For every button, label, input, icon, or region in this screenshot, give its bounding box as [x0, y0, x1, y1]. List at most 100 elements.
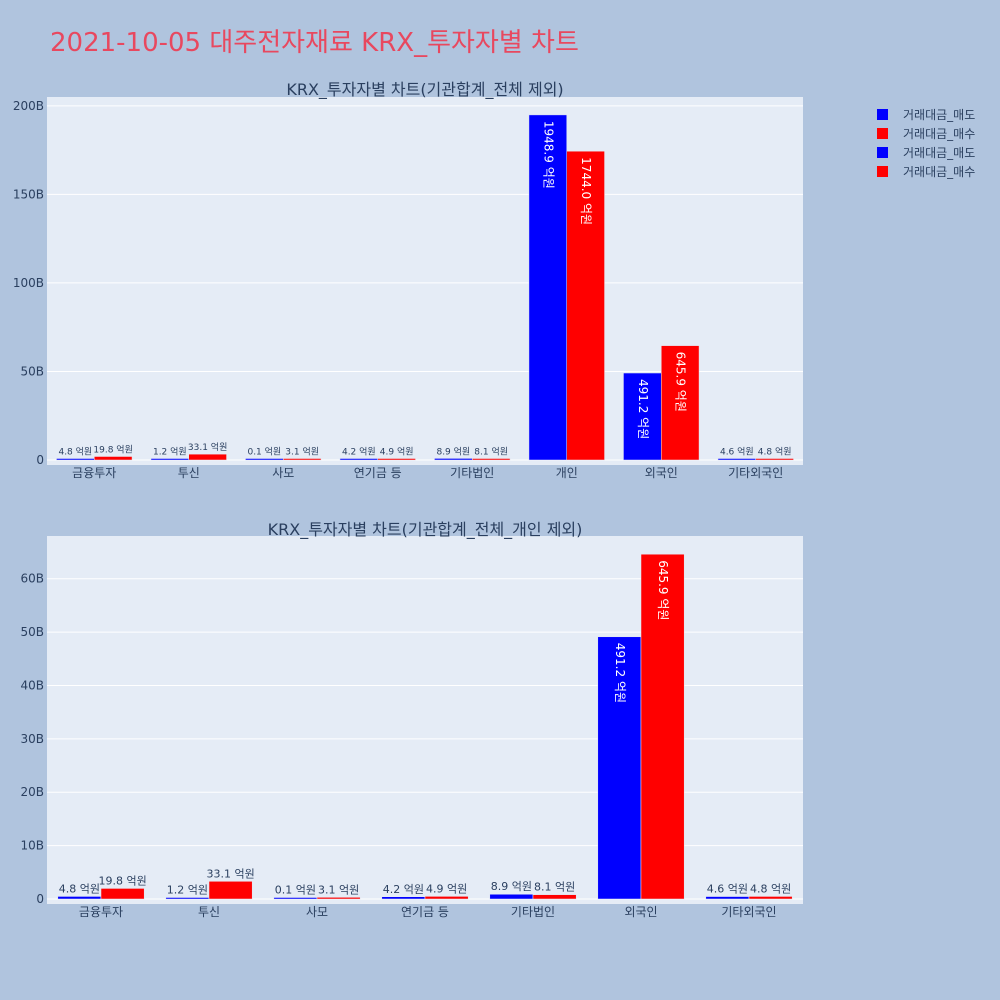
- data-label: 8.9 억원: [491, 880, 532, 893]
- data-label: 1.2 억원: [153, 446, 187, 458]
- bar: [434, 458, 473, 461]
- y-tick-label: 40B: [20, 678, 44, 692]
- bar: [424, 896, 469, 900]
- data-label: 4.8 억원: [59, 882, 100, 895]
- legend-swatch: [877, 147, 888, 158]
- data-label: 645.9 억원: [656, 560, 670, 620]
- bar: [273, 897, 318, 900]
- x-tick-label: 기타법인: [450, 466, 494, 480]
- bar: [339, 458, 379, 461]
- y-tick-label: 150B: [13, 187, 44, 201]
- chart-bottom: 0 10B 20B 30B 40B 50B 60B KRX_투자자별 차트(기관합계_전체_개…: [20, 520, 803, 919]
- data-label: 4.8 억원: [750, 882, 791, 895]
- plot-area: [47, 536, 803, 904]
- data-label: 8.9 억원: [436, 445, 470, 457]
- data-label: 0.1 억원: [275, 884, 316, 897]
- bar: [316, 897, 361, 900]
- bar: [150, 458, 189, 461]
- data-label: 491.2 억원: [613, 643, 627, 703]
- data-label: 3.1 억원: [285, 446, 319, 458]
- legend-label: 거래대금_매수: [903, 165, 975, 179]
- bar: [472, 458, 511, 461]
- data-label: 4.9 억원: [426, 882, 467, 895]
- legend-swatch: [877, 128, 888, 139]
- bar: [381, 896, 426, 900]
- data-label: 3.1 억원: [318, 883, 359, 896]
- data-label: 1948.9 억원: [541, 121, 555, 189]
- data-label: 1744.0 억원: [579, 157, 593, 225]
- bar: [755, 458, 794, 461]
- x-tick-label: 사모: [272, 466, 294, 480]
- x-tick-label: 외국인: [624, 905, 657, 919]
- x-tick-label: 외국인: [645, 466, 678, 480]
- x-tick-label: 연기금 등: [401, 905, 449, 919]
- data-label: 4.8 억원: [758, 446, 792, 458]
- bar: [717, 458, 757, 461]
- bar: [623, 372, 662, 461]
- bar: [377, 458, 416, 461]
- data-label: 33.1 억원: [206, 867, 254, 880]
- page-title: 2021-10-05 대주전자재료 KRX_투자자별 차트: [50, 28, 579, 58]
- bar: [94, 456, 133, 461]
- data-label: 4.2 억원: [342, 446, 376, 458]
- bar: [489, 893, 534, 900]
- bar: [188, 453, 227, 461]
- x-tick-label: 기타외국인: [728, 466, 783, 480]
- data-label: 4.2 억원: [383, 883, 424, 896]
- y-tick-label: 10B: [20, 839, 44, 853]
- x-tick-label: 투신: [178, 466, 200, 480]
- chart-title: KRX_투자자별 차트(기관합계_전체 제외): [286, 80, 563, 100]
- bar: [748, 896, 793, 900]
- y-tick-label: 60B: [20, 572, 44, 586]
- y-tick-label: 0: [36, 892, 44, 906]
- data-label: 0.1 억원: [247, 446, 281, 458]
- data-label: 19.8 억원: [98, 874, 146, 887]
- x-tick-label: 개인: [556, 466, 578, 480]
- y-tick-label: 100B: [13, 276, 44, 290]
- bar: [100, 888, 145, 900]
- data-label: 8.1 억원: [534, 881, 575, 894]
- bar: [640, 553, 685, 900]
- bar: [528, 114, 568, 461]
- legend-label: 거래대금_매도: [903, 146, 975, 160]
- data-label: 4.9 억원: [380, 446, 414, 458]
- chart-top: 0 50B 100B 150B 200B KRX_투자자별 차트(기관합계_전체 제외) 금…: [13, 80, 803, 480]
- bar: [56, 458, 95, 461]
- legend-swatch: [877, 166, 888, 177]
- y-tick-label: 30B: [20, 732, 44, 746]
- data-label: 19.8 억원: [93, 443, 132, 455]
- x-tick-label: 사모: [306, 905, 328, 919]
- y-tick-label: 200B: [13, 99, 44, 113]
- y-tick-label: 20B: [20, 785, 44, 799]
- bar: [532, 894, 577, 900]
- legend-swatch: [877, 109, 888, 120]
- data-label: 645.9 억원: [674, 352, 688, 412]
- bar: [566, 150, 605, 461]
- legend-label: 거래대금_매도: [903, 108, 975, 122]
- bar: [165, 897, 210, 900]
- x-tick-label: 투신: [198, 905, 220, 919]
- data-label: 33.1 억원: [188, 441, 227, 453]
- bar: [661, 345, 700, 461]
- bar: [283, 458, 322, 461]
- data-label: 8.1 억원: [474, 446, 508, 458]
- x-tick-label: 기타법인: [511, 905, 555, 919]
- bar: [57, 896, 102, 900]
- x-tick-label: 기타외국인: [721, 905, 776, 919]
- bar: [208, 881, 253, 900]
- data-label: 4.6 억원: [707, 883, 748, 896]
- x-tick-label: 금융투자: [72, 466, 116, 480]
- y-tick-label: 50B: [20, 364, 44, 378]
- x-tick-label: 연기금 등: [354, 466, 402, 480]
- legend-label: 거래대금_매수: [903, 127, 975, 141]
- y-tick-label: 50B: [20, 625, 44, 639]
- data-label: 1.2 억원: [167, 884, 208, 897]
- x-tick-label: 금융투자: [79, 905, 123, 919]
- y-tick-label: 0: [36, 453, 44, 467]
- data-label: 491.2 억원: [636, 379, 650, 439]
- chart-title: KRX_투자자별 차트(기관합계_전체_개인 제외): [268, 520, 583, 540]
- bar: [245, 458, 284, 461]
- bar: [705, 896, 750, 900]
